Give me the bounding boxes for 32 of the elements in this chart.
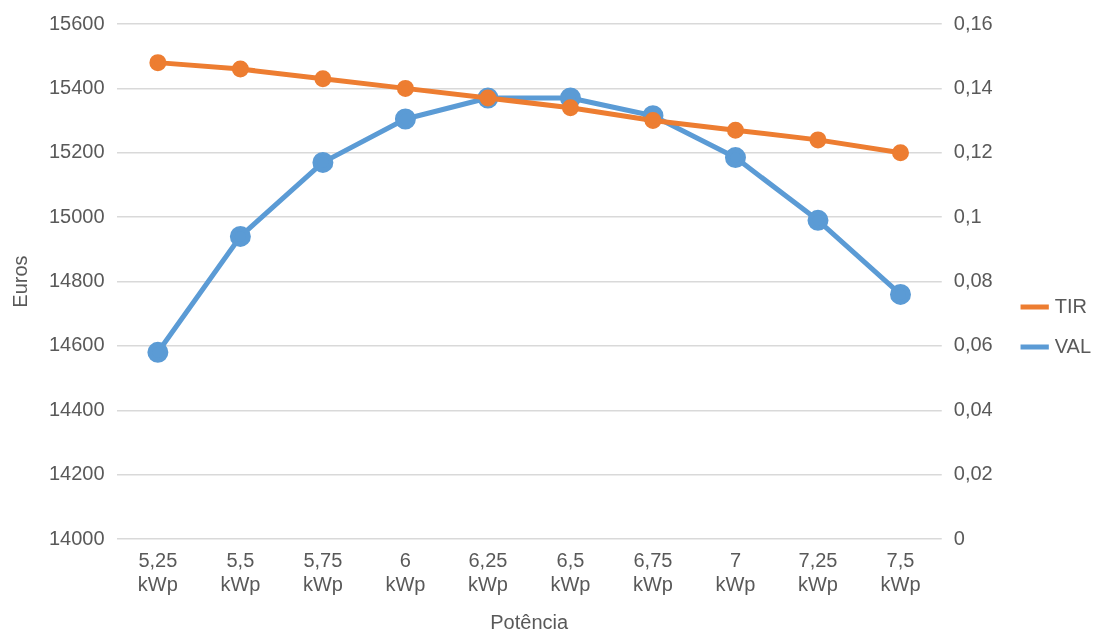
y2-tick-label: 0,12 xyxy=(953,140,993,163)
y-tick-label: 14600 xyxy=(48,333,105,356)
y-tick-label: 15400 xyxy=(48,75,105,98)
x-tick-label: 5,5 kWp xyxy=(220,548,261,595)
x-tick-label: 6,75 kWp xyxy=(632,548,673,595)
y2-tick-label: 0,06 xyxy=(953,333,993,356)
x-tick-label: 7,5 kWp xyxy=(880,548,921,595)
y2-tick-label: 0 xyxy=(953,526,965,549)
y-tick-label: 14800 xyxy=(48,269,105,292)
legend-label: VAL xyxy=(1054,334,1092,357)
y2-tick-label: 0,1 xyxy=(953,204,982,227)
y2-tick-label: 0,14 xyxy=(953,75,993,98)
y-tick-label: 14000 xyxy=(48,526,105,549)
y-tick-label: 15600 xyxy=(48,11,105,34)
y-tick-label: 15000 xyxy=(48,204,105,227)
y-tick-label: 14200 xyxy=(48,462,105,485)
x-tick-label: 6,5 kWp xyxy=(550,548,591,595)
y2-tick-label: 0,04 xyxy=(953,397,993,420)
x-tick-label: 7 kWp xyxy=(715,548,756,595)
x-tick-label: 6,25 kWp xyxy=(467,548,508,595)
x-tick-label: 6 kWp xyxy=(385,548,426,595)
y2-tick-label: 0,16 xyxy=(953,11,993,34)
y2-tick-label: 0,02 xyxy=(953,462,993,485)
x-tick-label: 5,25 kWp xyxy=(137,548,178,595)
y-tick-label: 15200 xyxy=(48,140,105,163)
y-tick-label: 14400 xyxy=(48,397,105,420)
x-axis-title: Potência xyxy=(490,610,569,633)
y-axis-title: Euros xyxy=(8,255,31,308)
x-tick-label: 7,25 kWp xyxy=(797,548,838,595)
y2-tick-label: 0,08 xyxy=(953,269,993,292)
x-tick-label: 5,75 kWp xyxy=(302,548,343,595)
legend-label: TIR xyxy=(1054,294,1087,317)
